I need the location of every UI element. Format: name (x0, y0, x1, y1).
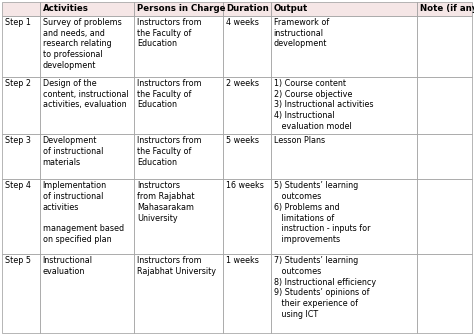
Text: Step 5: Step 5 (5, 256, 31, 265)
Bar (2, 254, 40, 333)
Text: 2 weeks: 2 weeks (226, 79, 259, 88)
Bar (134, 254, 223, 333)
Bar (271, 179, 418, 254)
Bar (418, 16, 472, 77)
Bar (40, 77, 134, 134)
Text: Step 1: Step 1 (5, 18, 31, 27)
Bar (271, 254, 418, 333)
Bar (40, 254, 134, 333)
Bar (223, 77, 271, 134)
Bar (2, 179, 40, 254)
Bar (418, 134, 472, 179)
Bar (223, 179, 271, 254)
Text: Design of the
content, instructional
activities, evaluation: Design of the content, instructional act… (43, 79, 128, 109)
Text: 1 weeks: 1 weeks (226, 256, 259, 265)
Text: Instructors from
the Faculty of
Education: Instructors from the Faculty of Educatio… (137, 136, 201, 166)
Text: Implementation
of instructional
activities

management based
on specified plan: Implementation of instructional activiti… (43, 181, 124, 244)
Bar (271, 16, 418, 77)
Bar (271, 2, 418, 16)
Bar (40, 2, 134, 16)
Bar (2, 77, 40, 134)
Text: Lesson Plans: Lesson Plans (273, 136, 325, 145)
Text: 4 weeks: 4 weeks (226, 18, 259, 27)
Text: Framework of
instructional
development: Framework of instructional development (273, 18, 329, 48)
Bar (134, 77, 223, 134)
Bar (223, 254, 271, 333)
Text: Instructors from
the Faculty of
Education: Instructors from the Faculty of Educatio… (137, 79, 201, 109)
Bar (134, 179, 223, 254)
Bar (223, 2, 271, 16)
Bar (223, 134, 271, 179)
Text: Development
of instructional
materials: Development of instructional materials (43, 136, 103, 166)
Text: Step 4: Step 4 (5, 181, 31, 190)
Bar (2, 2, 40, 16)
Text: 5) Students’ learning
   outcomes
6) Problems and
   limitations of
   instructi: 5) Students’ learning outcomes 6) Proble… (273, 181, 370, 244)
Bar (40, 179, 134, 254)
Bar (418, 2, 472, 16)
Bar (418, 254, 472, 333)
Bar (40, 16, 134, 77)
Text: 5 weeks: 5 weeks (226, 136, 259, 145)
Text: Instructors from
the Faculty of
Education: Instructors from the Faculty of Educatio… (137, 18, 201, 48)
Text: Instructional
evaluation: Instructional evaluation (43, 256, 93, 276)
Text: 16 weeks: 16 weeks (226, 181, 264, 190)
Bar (40, 134, 134, 179)
Bar (223, 16, 271, 77)
Text: Persons in Charge: Persons in Charge (137, 4, 225, 13)
Bar (134, 134, 223, 179)
Text: 1) Course content
2) Course objective
3) Instructional activities
4) Instruction: 1) Course content 2) Course objective 3)… (273, 79, 373, 131)
Bar (2, 16, 40, 77)
Bar (2, 134, 40, 179)
Text: Instructors from
Rajabhat University: Instructors from Rajabhat University (137, 256, 216, 276)
Text: Note (if any): Note (if any) (420, 4, 474, 13)
Text: Survey of problems
and needs, and
research relating
to professional
development: Survey of problems and needs, and resear… (43, 18, 121, 70)
Text: Step 2: Step 2 (5, 79, 31, 88)
Bar (271, 134, 418, 179)
Text: 7) Students’ learning
   outcomes
8) Instructional efficiency
9) Students’ opini: 7) Students’ learning outcomes 8) Instru… (273, 256, 376, 319)
Text: Instructors
from Rajabhat
Mahasarakam
University: Instructors from Rajabhat Mahasarakam Un… (137, 181, 194, 222)
Text: Activities: Activities (43, 4, 89, 13)
Bar (134, 16, 223, 77)
Bar (134, 2, 223, 16)
Text: Duration: Duration (226, 4, 269, 13)
Text: Output: Output (273, 4, 308, 13)
Bar (418, 77, 472, 134)
Bar (271, 77, 418, 134)
Bar (418, 179, 472, 254)
Text: Step 3: Step 3 (5, 136, 31, 145)
